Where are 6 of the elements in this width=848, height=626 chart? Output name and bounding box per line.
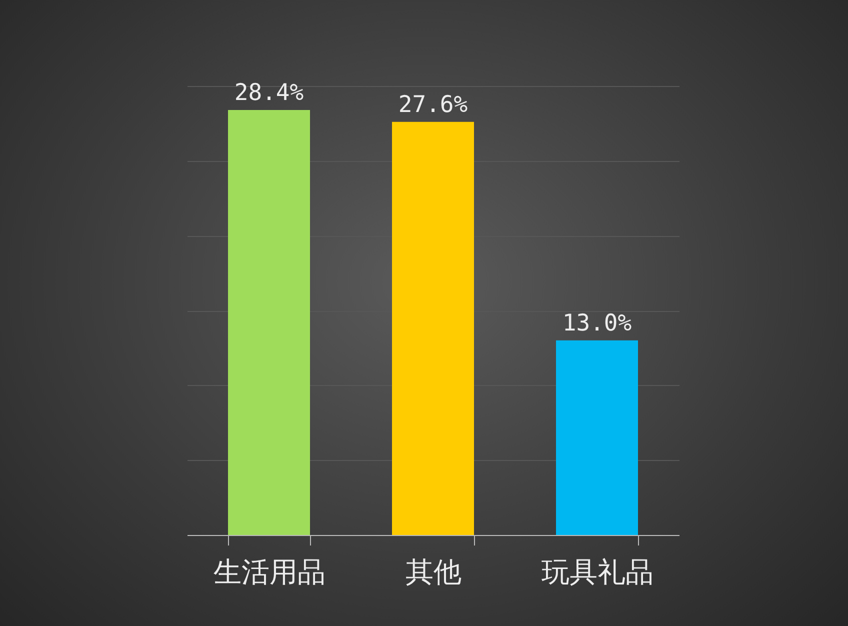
x-tick-label: 生活用品 (214, 556, 326, 588)
x-tick-label: 玩具礼品 (542, 556, 654, 588)
data-label: 13.0% (562, 310, 632, 336)
data-label: 28.4% (234, 80, 304, 106)
data-label: 27.6% (398, 92, 468, 118)
x-tick-label: 其他 (406, 556, 462, 588)
